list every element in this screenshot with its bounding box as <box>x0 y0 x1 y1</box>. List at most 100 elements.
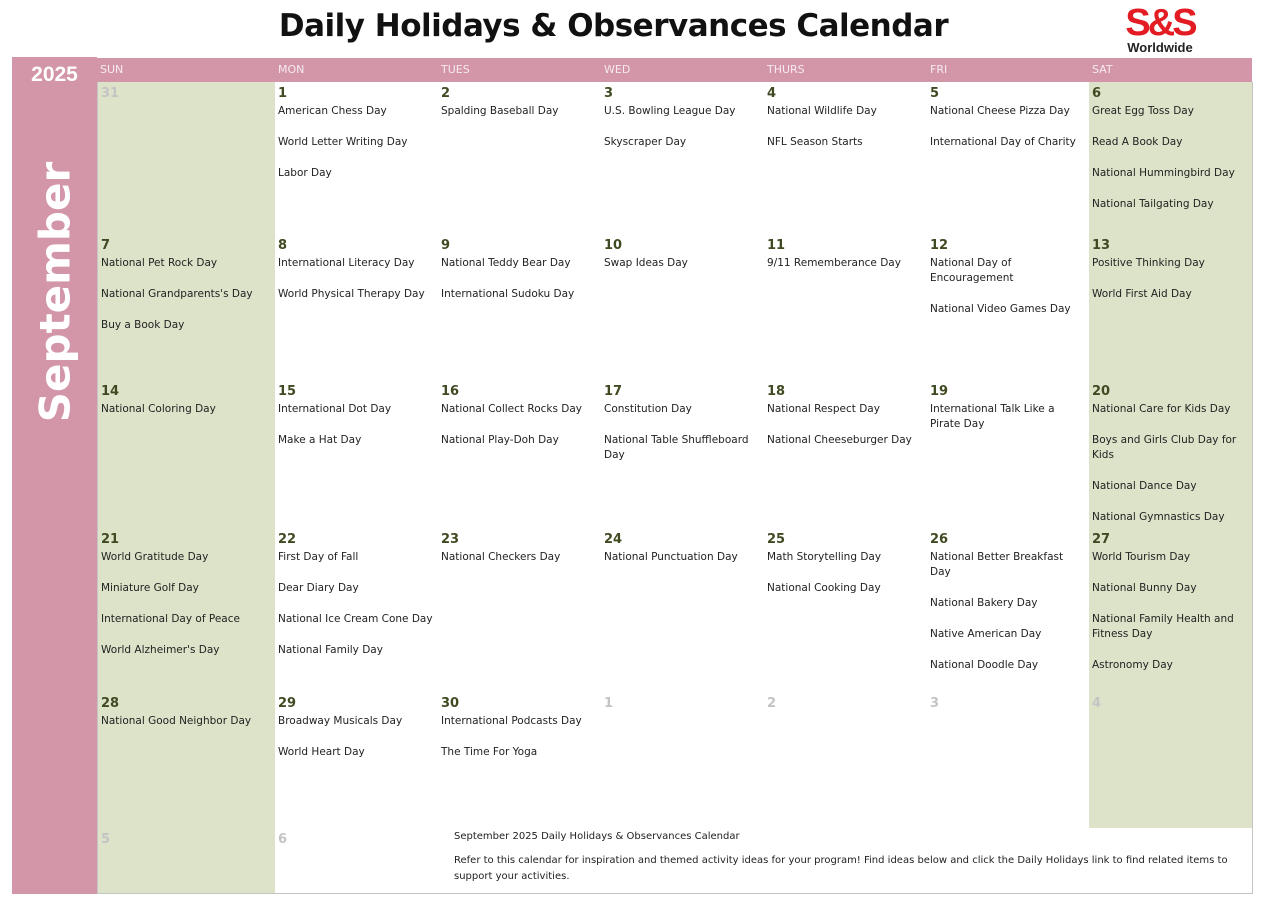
holiday-item[interactable]: National Cheese Pizza Day <box>930 105 1070 117</box>
holiday-item[interactable]: World Physical Therapy Day <box>278 288 425 300</box>
holiday-item[interactable]: National Bakery Day <box>930 597 1038 609</box>
day-cell[interactable]: 31 <box>97 82 276 235</box>
holiday-item[interactable]: International Dot Day <box>278 403 392 415</box>
day-cell[interactable]: 20 National Care for Kids Day Boys and Gir… <box>1089 380 1253 529</box>
holiday-item[interactable]: National Care for Kids Day <box>1092 403 1231 415</box>
holiday-item[interactable]: National Dance Day <box>1092 480 1197 492</box>
holiday-item[interactable]: National Cheeseburger Day <box>767 434 912 446</box>
day-cell[interactable]: 2 <box>764 692 928 829</box>
holiday-item[interactable]: National Teddy Bear Day <box>441 257 571 269</box>
holiday-item[interactable]: Swap Ideas Day <box>604 257 688 269</box>
holiday-item[interactable]: Native American Day <box>930 628 1042 640</box>
holiday-item[interactable]: World Letter Writing Day <box>278 136 408 148</box>
holiday-item[interactable]: International Podcasts Day <box>441 715 582 727</box>
day-cell[interactable]: 3 <box>927 692 1090 829</box>
day-cell[interactable]: 15 International Dot Day Make a Hat Day <box>275 380 439 529</box>
day-cell[interactable]: 19 International Talk Like a Pirate Day <box>927 380 1090 529</box>
day-cell[interactable]: 12 National Day of Encouragement National … <box>927 234 1090 381</box>
holiday-item[interactable]: First Day of Fall <box>278 551 359 563</box>
holiday-item[interactable]: Boys and Girls Club Day for Kids <box>1092 434 1237 461</box>
holiday-item[interactable]: Positive Thinking Day <box>1092 257 1205 269</box>
holiday-item[interactable]: National Tailgating Day <box>1092 198 1214 210</box>
holiday-item[interactable]: American Chess Day <box>278 105 387 117</box>
holiday-item[interactable]: National Good Neighbor Day <box>101 715 252 727</box>
holiday-item[interactable]: National Wildlife Day <box>767 105 877 117</box>
holiday-item[interactable]: National Family Day <box>278 644 383 656</box>
holiday-item[interactable]: National Checkers Day <box>441 551 561 563</box>
holiday-item[interactable]: Astronomy Day <box>1092 659 1173 671</box>
holiday-item[interactable]: National Table Shuffleboard Day <box>604 434 749 461</box>
holiday-item[interactable]: Dear Diary Day <box>278 582 359 594</box>
holiday-item[interactable]: Buy a Book Day <box>101 319 185 331</box>
holiday-item[interactable]: Spalding Baseball Day <box>441 105 559 117</box>
day-cell[interactable]: 18 National Respect Day National Cheesebur… <box>764 380 928 529</box>
day-cell[interactable]: 11 9/11 Rememberance Day <box>764 234 928 381</box>
holiday-item[interactable]: Great Egg Toss Day <box>1092 105 1194 117</box>
day-cell[interactable]: 4 National Wildlife Day NFL Season Starts <box>764 82 928 235</box>
holiday-item[interactable]: National Day of Encouragement <box>930 257 1014 284</box>
day-cell[interactable]: 24 National Punctuation Day <box>601 528 765 693</box>
holiday-item[interactable]: International Talk Like a Pirate Day <box>930 403 1055 430</box>
holiday-item[interactable]: National Grandparents's Day <box>101 288 253 300</box>
holiday-item[interactable]: National Better Breakfast Day <box>930 551 1064 578</box>
day-cell[interactable]: 22 First Day of Fall Dear Diary Day Nationa… <box>275 528 439 693</box>
day-cell[interactable]: 28 National Good Neighbor Day <box>97 692 276 829</box>
holiday-item[interactable]: National Coloring Day <box>101 403 216 415</box>
day-cell[interactable]: 21 World Gratitude Day Miniature Golf Day I… <box>97 528 276 693</box>
day-cell[interactable]: 10 Swap Ideas Day <box>601 234 765 381</box>
day-cell[interactable]: 3 U.S. Bowling League Day Skyscraper Day <box>601 82 765 235</box>
holiday-item[interactable]: National Family Health and Fitness Day <box>1092 613 1234 640</box>
day-cell[interactable]: 2 Spalding Baseball Day <box>438 82 602 235</box>
holiday-item[interactable]: World Gratitude Day <box>101 551 209 563</box>
holiday-item[interactable]: International Day of Peace <box>101 613 240 625</box>
day-cell[interactable]: 1 <box>601 692 765 829</box>
holiday-item[interactable]: World First Aid Day <box>1092 288 1192 300</box>
holiday-item[interactable]: National Cooking Day <box>767 582 881 594</box>
holiday-item[interactable]: National Gymnastics Day <box>1092 511 1225 523</box>
holiday-item[interactable]: Skyscraper Day <box>604 136 687 148</box>
holiday-item[interactable]: National Respect Day <box>767 403 880 415</box>
holiday-item[interactable]: The Time For Yoga <box>441 746 538 758</box>
day-cell[interactable]: 6 Great Egg Toss Day Read A Book Day Nation… <box>1089 82 1253 235</box>
brand-logo[interactable]: S&S Worldwide <box>1120 4 1200 54</box>
holiday-item[interactable]: National Punctuation Day <box>604 551 738 563</box>
day-cell[interactable]: 7 National Pet Rock Day National Grandpare… <box>97 234 276 381</box>
day-cell[interactable]: 1 American Chess Day World Letter Writing … <box>275 82 439 235</box>
holiday-item[interactable]: NFL Season Starts <box>767 136 863 148</box>
holiday-item[interactable]: World Heart Day <box>278 746 365 758</box>
holiday-item[interactable]: National Ice Cream Cone Day <box>278 613 433 625</box>
day-cell[interactable]: 14 National Coloring Day <box>97 380 276 529</box>
holiday-item[interactable]: International Day of Charity <box>930 136 1076 148</box>
holiday-item[interactable]: National Play-Doh Day <box>441 434 559 446</box>
holiday-item[interactable]: World Alzheimer's Day <box>101 644 220 656</box>
holiday-item[interactable]: Broadway Musicals Day <box>278 715 403 727</box>
holiday-item[interactable]: U.S. Bowling League Day <box>604 105 736 117</box>
holiday-item[interactable]: National Hummingbird Day <box>1092 167 1235 179</box>
holiday-item[interactable]: National Video Games Day <box>930 303 1071 315</box>
day-cell[interactable]: 5 National Cheese Pizza Day International … <box>927 82 1090 235</box>
holiday-item[interactable]: National Pet Rock Day <box>101 257 218 269</box>
holiday-item[interactable]: National Bunny Day <box>1092 582 1197 594</box>
day-cell[interactable]: 8 International Literacy Day World Physica… <box>275 234 439 381</box>
day-cell[interactable]: 13 Positive Thinking Day World First Aid D… <box>1089 234 1253 381</box>
day-cell[interactable]: 30 International Podcasts Day The Time For… <box>438 692 602 829</box>
holiday-item[interactable]: Math Storytelling Day <box>767 551 882 563</box>
day-cell[interactable]: 6 <box>275 828 439 894</box>
day-cell[interactable]: 29 Broadway Musicals Day World Heart Day <box>275 692 439 829</box>
day-cell[interactable]: 4 <box>1089 692 1253 829</box>
holiday-item[interactable]: 9/11 Rememberance Day <box>767 257 901 269</box>
holiday-item[interactable]: World Tourism Day <box>1092 551 1191 563</box>
day-cell[interactable]: 23 National Checkers Day <box>438 528 602 693</box>
holiday-item[interactable]: National Doodle Day <box>930 659 1039 671</box>
day-cell[interactable]: 25 Math Storytelling Day National Cooking … <box>764 528 928 693</box>
holiday-item[interactable]: Miniature Golf Day <box>101 582 199 594</box>
holiday-item[interactable]: Constitution Day <box>604 403 692 415</box>
holiday-item[interactable]: Read A Book Day <box>1092 136 1183 148</box>
day-cell[interactable]: 26 National Better Breakfast Day National … <box>927 528 1090 693</box>
holiday-item[interactable]: Make a Hat Day <box>278 434 362 446</box>
day-cell[interactable]: 5 <box>97 828 276 894</box>
day-cell[interactable]: 27 World Tourism Day National Bunny Day Nat… <box>1089 528 1253 693</box>
day-cell[interactable]: 9 National Teddy Bear Day International Su… <box>438 234 602 381</box>
holiday-item[interactable]: Labor Day <box>278 167 332 179</box>
holiday-item[interactable]: National Collect Rocks Day <box>441 403 583 415</box>
